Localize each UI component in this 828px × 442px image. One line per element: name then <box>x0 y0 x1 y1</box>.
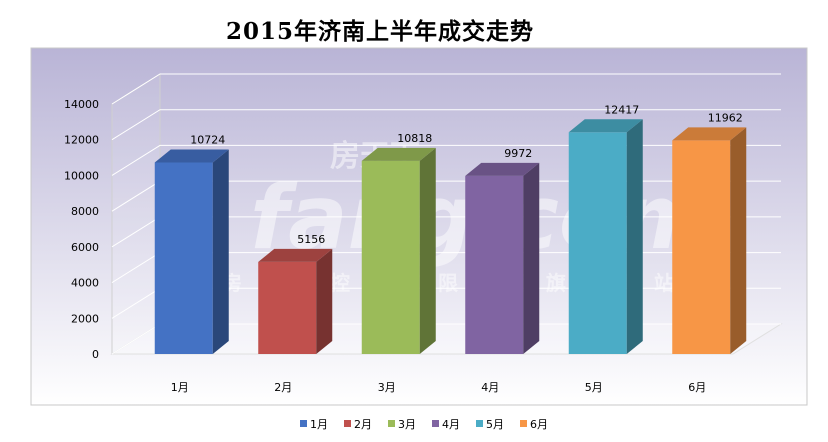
data-label: 5156 <box>297 233 325 246</box>
x-axis-categories: 1月 2月 3月 4月 5月 6月 <box>171 381 707 394</box>
legend-swatch <box>300 420 307 427</box>
chart-title: 2015年济南上半年成交走势 <box>225 18 534 45</box>
x-category-label: 4月 <box>481 381 499 394</box>
x-category-label: 5月 <box>585 381 603 394</box>
bar-side <box>212 149 229 354</box>
bar <box>258 261 317 354</box>
legend-swatch <box>432 420 439 427</box>
bar-group: 12417 <box>568 103 643 355</box>
data-label: 9972 <box>504 147 532 160</box>
data-label: 12417 <box>604 103 639 116</box>
bar <box>672 140 731 354</box>
bar-side <box>316 248 333 354</box>
side-wall <box>111 73 161 355</box>
bar <box>361 160 420 354</box>
bar-side <box>730 127 747 355</box>
bar-group: 11962 <box>672 111 747 355</box>
data-label: 10818 <box>397 132 432 145</box>
bar-group: 10724 <box>154 134 229 354</box>
bar-top <box>465 162 540 176</box>
x-category-label: 1月 <box>171 381 189 394</box>
legend-label: 5月 <box>486 418 504 431</box>
legend-swatch <box>388 420 395 427</box>
bar-top <box>258 248 333 262</box>
y-tick-label: 4000 <box>71 277 99 290</box>
bar <box>465 175 524 354</box>
legend-label: 4月 <box>442 418 460 431</box>
legend-label: 3月 <box>398 418 416 431</box>
legend-label: 1月 <box>310 418 328 431</box>
x-category-label: 3月 <box>378 381 396 394</box>
y-tick-label: 6000 <box>71 241 99 254</box>
y-tick-label: 14000 <box>64 98 99 111</box>
data-label: 10724 <box>190 134 225 147</box>
x-category-label: 2月 <box>274 381 292 394</box>
gridline <box>111 109 781 141</box>
x-category-label: 6月 <box>688 381 706 394</box>
bar-top <box>672 127 747 141</box>
y-tick-label: 2000 <box>71 312 99 325</box>
bar-group: 10818 <box>361 132 436 354</box>
bar-top <box>154 149 229 163</box>
y-tick-label: 8000 <box>71 205 99 218</box>
legend-swatch <box>476 420 483 427</box>
bars: 10724 5156 10818 9972 12417 11962 <box>154 103 747 355</box>
legend: 1月 2月 3月 4月 5月 6月 <box>300 418 548 431</box>
data-label: 11962 <box>708 111 743 124</box>
bar-top <box>361 147 436 161</box>
bar <box>154 162 213 354</box>
y-tick-label: 0 <box>92 348 99 361</box>
bar-group: 9972 <box>465 147 540 354</box>
y-tick-label: 10000 <box>64 169 99 182</box>
bar <box>568 132 627 354</box>
bar-group: 5156 <box>258 233 333 354</box>
bar-side <box>626 119 643 355</box>
bar-side <box>419 147 436 354</box>
y-axis-ticks: 0 2000 4000 6000 8000 10000 12000 14000 <box>64 98 99 361</box>
bar-top <box>568 119 643 133</box>
legend-label: 2月 <box>354 418 372 431</box>
legend-swatch <box>344 420 351 427</box>
gridline <box>111 73 781 105</box>
y-tick-label: 12000 <box>64 134 99 147</box>
legend-label: 6月 <box>530 418 548 431</box>
legend-swatch <box>520 420 527 427</box>
bar-side <box>523 162 540 354</box>
